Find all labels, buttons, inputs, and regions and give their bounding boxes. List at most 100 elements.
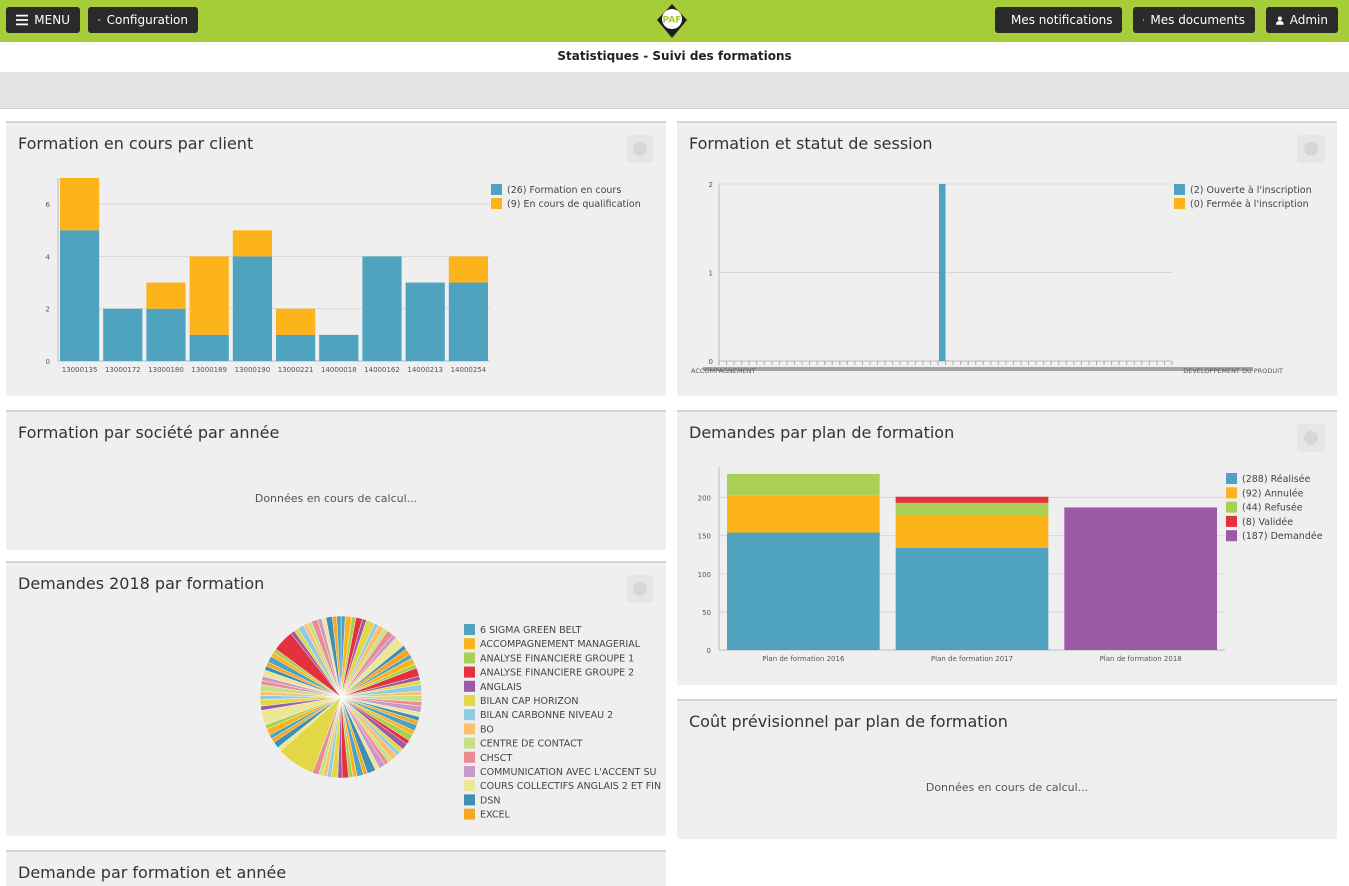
- x-tick-label: Plan de formation 2017: [931, 655, 1013, 663]
- panel-title: Demandes par plan de formation: [689, 423, 955, 442]
- menu-label: MENU: [34, 13, 70, 27]
- x-tick-label: 14000162: [364, 366, 400, 374]
- download-icon[interactable]: [626, 135, 654, 163]
- legend-label: DSN: [480, 795, 500, 806]
- bar-segment: [448, 282, 488, 361]
- legend-label: ANGLAIS: [480, 682, 522, 693]
- legend-swatch: [464, 766, 475, 777]
- x-tick-label: 13000221: [278, 366, 314, 374]
- y-tick-label: 0: [46, 358, 50, 366]
- notifications-label: Mes notifications: [1011, 13, 1113, 27]
- panel-title: Formation et statut de session: [689, 134, 933, 153]
- notifications-button[interactable]: Mes notifications: [995, 7, 1122, 33]
- legend-swatch: [1226, 501, 1237, 513]
- legend-label: (44) Refusée: [1242, 503, 1303, 514]
- panel-demandes-2018: Demandes 2018 par formation 6 SIGMA GREE…: [6, 561, 666, 836]
- panel-title: Formation par société par année: [18, 423, 280, 442]
- filter-bar: [0, 72, 1349, 109]
- chart-statut-session: 0 1 2 ACCOMPAGNEMENT DEVELOPPEMENT DU PRODUI…: [691, 181, 1312, 375]
- bar-segment: [60, 230, 100, 361]
- configuration-label: Configuration: [106, 13, 188, 27]
- admin-button[interactable]: Admin: [1266, 7, 1338, 33]
- x-tick-label: 13000172: [105, 366, 141, 374]
- legend-swatch: [464, 624, 475, 635]
- legend-swatch: [464, 751, 475, 763]
- panel-demande-par-formation-annee: Demande par formation et année: [6, 850, 666, 886]
- panel-formation-par-societe: Formation par société par année Données …: [6, 410, 666, 550]
- bar-segment: [895, 502, 1049, 516]
- legend-label: ANALYSE FINANCIERE GROUPE 2: [480, 668, 634, 679]
- legend-label: (187) Demandée: [1242, 531, 1323, 542]
- bar-segment: [362, 256, 402, 361]
- legend-label: CENTRE DE CONTACT: [480, 739, 583, 750]
- bar-segment: [727, 495, 880, 533]
- admin-label: Admin: [1289, 13, 1328, 27]
- legend-swatch: [1226, 530, 1237, 542]
- legend-swatch: [1174, 198, 1185, 209]
- panel-formation-en-cours-par-client: Formation en cours par client 0 2 4 6 130001…: [6, 121, 666, 396]
- legend-swatch: [464, 709, 475, 721]
- x-tick-label: 13000189: [191, 366, 227, 374]
- panel-title: Coût prévisionnel par plan de formation: [689, 712, 1008, 731]
- legend-swatch: [1174, 184, 1185, 195]
- bar-segment: [895, 547, 1049, 650]
- bar-segment: [232, 256, 272, 361]
- x-tick-label: DEVELOPPEMENT DU PRODUIT: [1183, 367, 1283, 375]
- logo-text: PAF: [663, 16, 682, 26]
- x-tick-label: 13000180: [148, 366, 184, 374]
- y-tick-label: 50: [702, 609, 711, 617]
- x-tick-label: 14000213: [407, 366, 443, 374]
- bar-segment: [276, 334, 316, 361]
- legend-swatch: [1226, 515, 1237, 527]
- y-tick-label: 200: [698, 495, 711, 503]
- paf-logo[interactable]: PAF: [656, 3, 688, 39]
- legend-label: COMMUNICATION AVEC L'ACCENT SU: [480, 767, 656, 778]
- bar: [938, 184, 946, 361]
- x-tick-label: 14000254: [451, 366, 487, 374]
- legend-label: ACCOMPAGNEMENT MANAGERIAL: [480, 639, 641, 650]
- y-tick-label: 0: [709, 358, 713, 366]
- legend-swatch: [464, 780, 475, 792]
- panel-title: Formation en cours par client: [18, 134, 254, 153]
- x-tick-label: ACCOMPAGNEMENT: [691, 367, 756, 375]
- chart-demandes-par-plan: 0 50 100 150 200 Plan de formation 2016 Plan d…: [698, 467, 1323, 663]
- legend-swatch: [1226, 473, 1237, 484]
- x-tick-label: Plan de formation 2016: [762, 655, 845, 663]
- bar-segment: [146, 308, 186, 361]
- bar-segment: [405, 282, 445, 361]
- y-tick-label: 2: [46, 306, 50, 314]
- bar-segment: [232, 230, 272, 257]
- legend-label: (2) Ouverte à l'inscription: [1190, 185, 1312, 196]
- legend-swatch: [464, 666, 475, 678]
- legend-label: 6 SIGMA GREEN BELT: [480, 625, 582, 636]
- menu-button[interactable]: MENU: [6, 7, 80, 33]
- top-navigation-bar: MENU Configuration PAF Mes notifications…: [0, 0, 1349, 42]
- legend-label: COURS COLLECTIFS ANGLAIS 2 ET FIN: [480, 781, 661, 792]
- documents-button[interactable]: Mes documents: [1133, 7, 1255, 33]
- legend-swatch: [464, 737, 475, 749]
- x-tick-label: 13000135: [62, 366, 98, 374]
- bar-segment: [60, 178, 100, 231]
- legend-label: (26) Formation en cours: [507, 185, 621, 196]
- panel-cout-previsionnel: Coût prévisionnel par plan de formation …: [677, 699, 1337, 839]
- x-tick-label: 14000018: [321, 366, 357, 374]
- y-tick-label: 2: [709, 181, 713, 189]
- legend-swatch: [464, 808, 475, 820]
- legend-swatch: [491, 184, 502, 195]
- x-label-band: [703, 367, 1253, 371]
- download-icon[interactable]: [1297, 424, 1325, 452]
- download-icon[interactable]: [626, 575, 654, 603]
- y-tick-label: 6: [46, 201, 51, 209]
- legend-swatch: [464, 680, 475, 692]
- chart-formation-en-cours: 0 2 4 6 13000135 13000172 13000180 13000189 1300…: [46, 178, 641, 374]
- y-tick-label: 100: [698, 571, 711, 579]
- download-icon[interactable]: [1297, 135, 1325, 163]
- legend-swatch: [464, 794, 475, 806]
- bar-segment: [448, 256, 488, 283]
- legend-label: ANALYSE FINANCIERE GROUPE 1: [480, 653, 634, 664]
- panel-demandes-par-plan: Demandes par plan de formation 0 50 100 150…: [677, 410, 1337, 685]
- legend-label: BILAN CARBONNE NIVEAU 2: [480, 710, 613, 721]
- legend-swatch: [464, 695, 475, 706]
- x-tick-label: 13000190: [235, 366, 271, 374]
- configuration-button[interactable]: Configuration: [88, 7, 198, 33]
